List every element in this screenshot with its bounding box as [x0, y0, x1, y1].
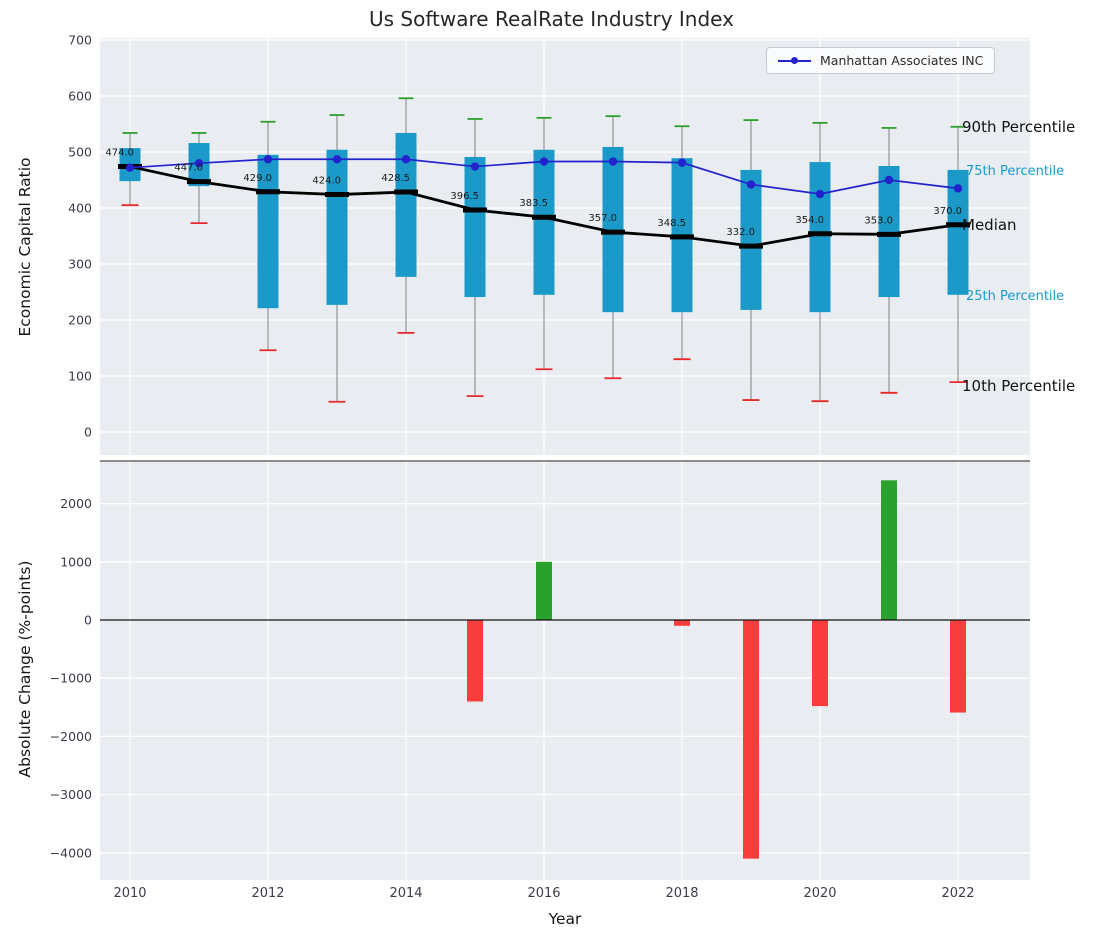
bar-2022 — [950, 620, 966, 713]
manhattan-marker — [125, 163, 135, 172]
x-tick: 2016 — [527, 886, 560, 901]
x-tick: 2012 — [251, 886, 284, 901]
bar-2016 — [536, 561, 552, 620]
bar-2018 — [674, 620, 690, 626]
manhattan-marker — [470, 162, 480, 171]
bar-2015 — [467, 620, 483, 702]
y-tick: 0 — [84, 613, 92, 628]
median-value-label: 370.0 — [933, 206, 962, 217]
x-tick: 2018 — [665, 886, 698, 901]
boxplot-2019 — [740, 119, 762, 401]
y-tick: −4000 — [50, 845, 92, 860]
legend-label: Manhattan Associates INC — [820, 53, 984, 68]
top-plot-background — [100, 38, 1030, 455]
y-tick: 500 — [68, 145, 92, 160]
y-tick: 200 — [68, 313, 92, 328]
y-tick: 600 — [68, 89, 92, 104]
boxplot-2021 — [878, 127, 900, 394]
x-tick-labels: 2010 2012 2014 2016 2018 2020 2022 — [113, 886, 974, 901]
iqr-box — [464, 157, 486, 298]
y-tick: 0 — [84, 425, 92, 440]
median-value-label: 353.0 — [864, 215, 893, 226]
y-tick: 2000 — [60, 496, 92, 511]
iqr-box — [878, 166, 900, 298]
manhattan-marker — [263, 155, 273, 164]
annotation-p25: 25th Percentile — [966, 289, 1064, 304]
y-tick: 1000 — [60, 554, 92, 569]
manhattan-marker — [884, 175, 894, 185]
manhattan-marker — [677, 158, 687, 167]
boxplot-2020 — [809, 121, 831, 403]
median-value-label: 429.0 — [243, 173, 272, 184]
iqr-box — [947, 169, 969, 295]
y-axis-label-top: Economic Capital Ratio — [16, 157, 34, 337]
legend: Manhattan Associates INC — [766, 47, 996, 74]
x-tick: 2020 — [803, 886, 836, 901]
x-tick: 2014 — [389, 886, 422, 901]
y-tick: 400 — [68, 201, 92, 216]
legend-marker-icon — [791, 57, 798, 64]
iqr-box — [326, 149, 348, 305]
x-axis-label: Year — [548, 910, 582, 928]
manhattan-marker — [815, 189, 825, 199]
median-value-label: 332.0 — [726, 227, 755, 238]
x-tick: 2022 — [941, 886, 974, 901]
manhattan-marker — [539, 157, 549, 166]
iqr-box — [602, 146, 624, 313]
manhattan-marker — [401, 155, 411, 164]
median-value-label: 424.0 — [312, 176, 341, 187]
manhattan-marker — [194, 159, 204, 168]
median-value-label: 383.5 — [519, 198, 548, 209]
y-tick: −3000 — [50, 787, 92, 802]
bar-2021 — [881, 480, 897, 620]
annotation-median: Median — [962, 216, 1017, 234]
annotation-p10: 10th Percentile — [962, 377, 1075, 395]
median-value-label: 428.5 — [381, 173, 410, 184]
iqr-box — [395, 132, 417, 277]
bar-2019 — [743, 620, 759, 859]
y-tick-labels: 0 100 200 300 400 500 600 700 −4000 −3000 −2000 −10… — [50, 33, 92, 861]
manhattan-marker — [332, 155, 342, 164]
median-value-label: 357.0 — [588, 213, 617, 224]
y-tick: −1000 — [50, 671, 92, 686]
median-value-labels: 474.0 447.0 429.0 424.0 428.5 396.5 383.5 357.0… — [105, 148, 962, 239]
y-tick: −2000 — [50, 729, 92, 744]
change-bars — [467, 480, 966, 859]
median-value-label: 447.0 — [174, 163, 203, 174]
annotation-p75: 75th Percentile — [966, 164, 1064, 179]
median-value-label: 396.5 — [450, 191, 479, 202]
iqr-box — [740, 169, 762, 310]
manhattan-marker — [608, 157, 618, 166]
manhattan-marker — [953, 184, 963, 193]
bar-2020 — [812, 620, 828, 707]
boxplot-2014 — [395, 97, 417, 334]
annotation-p90: 90th Percentile — [962, 118, 1075, 136]
legend-line-sample — [778, 57, 811, 64]
boxplot-2022 — [947, 125, 969, 384]
manhattan-marker — [746, 180, 756, 189]
iqr-box — [533, 149, 555, 295]
iqr-box — [809, 162, 831, 313]
y-axis-label-bottom: Absolute Change (%-points) — [16, 560, 34, 778]
median-value-label: 474.0 — [105, 148, 134, 159]
y-tick: 300 — [68, 257, 92, 272]
gridlines — [100, 38, 1030, 880]
chart-title: Us Software RealRate Industry Index — [369, 7, 734, 31]
median-value-label: 354.0 — [795, 215, 824, 226]
bottom-plot-background — [100, 461, 1030, 880]
boxplots — [119, 97, 969, 403]
y-tick: 100 — [68, 369, 92, 384]
median-value-label: 348.5 — [657, 218, 686, 229]
x-tick: 2010 — [113, 886, 146, 901]
y-tick: 700 — [68, 33, 92, 48]
